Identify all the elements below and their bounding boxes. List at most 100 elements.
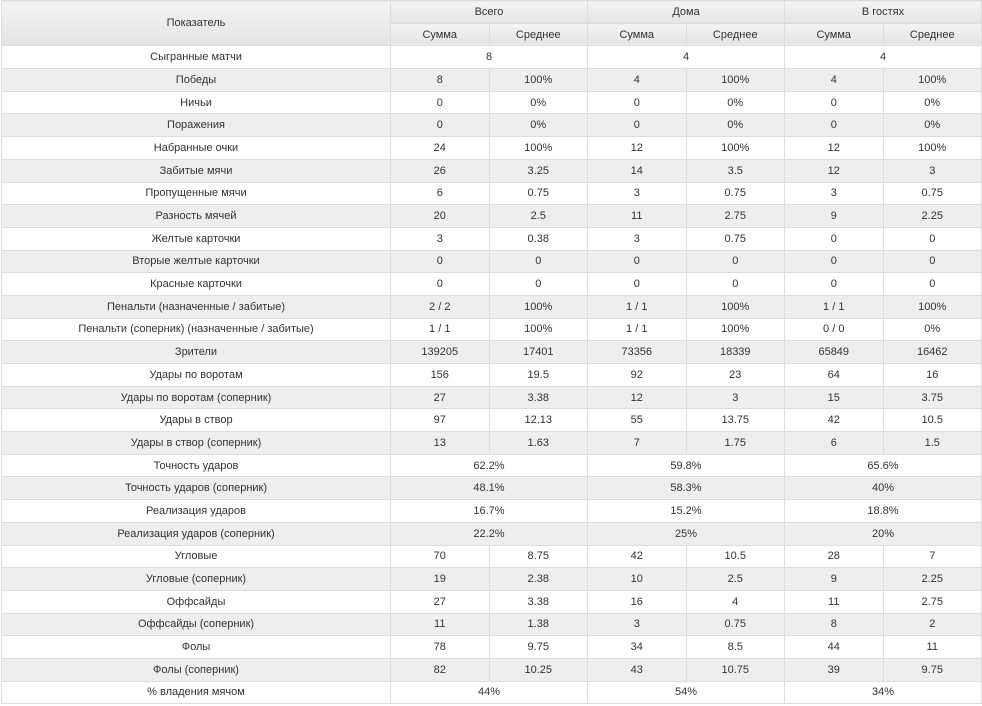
sum-cell: 78 (390, 635, 490, 659)
table-row: Удары в створ 97 12.13 55 13.75 42 10.5 (1, 408, 982, 433)
merged-value-cell: 59.8% (587, 453, 785, 478)
average-cell: 2.5 (488, 204, 588, 228)
average-cell: 100% (488, 294, 588, 319)
sub-header-average: Среднее (882, 22, 982, 47)
sum-cell: 73356 (587, 340, 687, 364)
merged-value-cell: 65.6% (784, 453, 982, 478)
average-cell: 0 (685, 272, 785, 296)
row-label: Набранные очки (1, 136, 391, 160)
sum-cell: 39 (784, 657, 884, 682)
sub-header-sum: Сумма (784, 22, 884, 47)
sum-cell: 0 (390, 249, 490, 274)
average-cell: 2.25 (882, 567, 982, 591)
row-label: Сыгранные матчи (1, 45, 391, 70)
sum-cell: 7 (587, 431, 687, 455)
average-cell: 10.5 (882, 408, 982, 433)
sum-cell: 26 (390, 158, 490, 183)
average-cell: 3 (685, 385, 785, 410)
sum-cell: 82 (390, 657, 490, 682)
sum-cell: 44 (784, 635, 884, 659)
average-cell: 3.38 (488, 385, 588, 410)
sub-header-average: Среднее (488, 22, 588, 47)
average-cell: 0.75 (685, 612, 785, 637)
average-cell: 0 (488, 272, 588, 296)
sum-cell: 4 (587, 68, 687, 92)
table-row: Удары по воротам (соперник) 27 3.38 12 3 15 3.… (1, 385, 982, 410)
sum-cell: 0 (784, 249, 884, 274)
row-label: Угловые (соперник) (1, 567, 391, 591)
sum-cell: 0 (587, 90, 687, 115)
average-cell: 2.75 (685, 204, 785, 228)
average-cell: 0% (882, 317, 982, 342)
row-label: Зрители (1, 340, 391, 364)
sum-cell: 10 (587, 567, 687, 591)
merged-value-cell: 4 (784, 45, 982, 70)
average-cell: 0 (882, 249, 982, 274)
average-cell: 1.75 (685, 431, 785, 455)
table-row: Угловые (соперник) 19 2.38 10 2.5 9 2.25 (1, 567, 982, 591)
row-label: Удары по воротам (соперник) (1, 385, 391, 410)
sum-cell: 3 (784, 181, 884, 206)
group-header-total: Всего (390, 0, 588, 24)
average-cell: 0% (882, 90, 982, 115)
sum-cell: 0 (390, 272, 490, 296)
merged-value-cell: 20% (784, 521, 982, 546)
table-row: Удары по воротам 156 19.5 92 23 64 16 (1, 363, 982, 387)
row-label: Красные карточки (1, 272, 391, 296)
sum-cell: 11 (587, 204, 687, 228)
average-cell: 100% (882, 68, 982, 92)
row-label: Оффсайды (соперник) (1, 612, 391, 637)
average-cell: 9.75 (488, 635, 588, 659)
sum-cell: 11 (390, 612, 490, 637)
average-cell: 2.75 (882, 589, 982, 614)
average-cell: 12.13 (488, 408, 588, 433)
table-row: Фолы 78 9.75 34 8.5 44 11 (1, 635, 982, 659)
table-row: Забитые мячи 26 3.25 14 3.5 12 3 (1, 158, 982, 183)
average-cell: 13.75 (685, 408, 785, 433)
merged-value-cell: 15.2% (587, 499, 785, 523)
merged-value-cell: 62.2% (390, 453, 588, 478)
table-row: Победы 8 100% 4 100% 4 100% (1, 68, 982, 92)
average-cell: 1.63 (488, 431, 588, 455)
sum-cell: 3 (587, 226, 687, 251)
average-cell: 2.25 (882, 204, 982, 228)
table-row: Поражения 0 0% 0 0% 0 0% (1, 113, 982, 138)
merged-value-cell: 58.3% (587, 476, 785, 501)
table-row: Пенальти (соперник) (назначенные / забит… (1, 317, 982, 342)
sum-cell: 27 (390, 589, 490, 614)
average-cell: 3.5 (685, 158, 785, 183)
average-cell: 11 (882, 635, 982, 659)
sum-cell: 0 (784, 90, 884, 115)
merged-value-cell: 48.1% (390, 476, 588, 501)
sum-cell: 12 (784, 136, 884, 160)
table-row: Угловые 70 8.75 42 10.5 28 7 (1, 544, 982, 569)
table-row: Пропущенные мячи 6 0.75 3 0.75 3 0.75 (1, 181, 982, 206)
table-row: Сыгранные матчи 8 4 4 (1, 45, 982, 70)
row-label: Пропущенные мячи (1, 181, 391, 206)
merged-value-cell: 18.8% (784, 499, 982, 523)
average-cell: 0.75 (685, 181, 785, 206)
sum-cell: 27 (390, 385, 490, 410)
average-cell: 3.75 (882, 385, 982, 410)
average-cell: 8.75 (488, 544, 588, 569)
average-cell: 0 (685, 249, 785, 274)
average-cell: 19.5 (488, 363, 588, 387)
row-label: Удары в створ (соперник) (1, 431, 391, 455)
merged-value-cell: 4 (587, 45, 785, 70)
merged-value-cell: 25% (587, 521, 785, 546)
row-label: Оффсайды (1, 589, 391, 614)
average-cell: 100% (685, 68, 785, 92)
group-header-home: Дома (587, 0, 785, 24)
average-cell: 0% (882, 113, 982, 138)
average-cell: 100% (488, 68, 588, 92)
average-cell: 10.75 (685, 657, 785, 682)
row-label: Желтые карточки (1, 226, 391, 251)
average-cell: 2.38 (488, 567, 588, 591)
merged-value-cell: 44% (390, 680, 588, 705)
table-row: Реализация ударов (соперник) 22.2% 25% 20% (1, 521, 982, 546)
average-cell: 16462 (882, 340, 982, 364)
row-label: % владения мячом (1, 680, 391, 705)
sum-cell: 6 (390, 181, 490, 206)
sum-cell: 3 (587, 181, 687, 206)
average-cell: 17401 (488, 340, 588, 364)
